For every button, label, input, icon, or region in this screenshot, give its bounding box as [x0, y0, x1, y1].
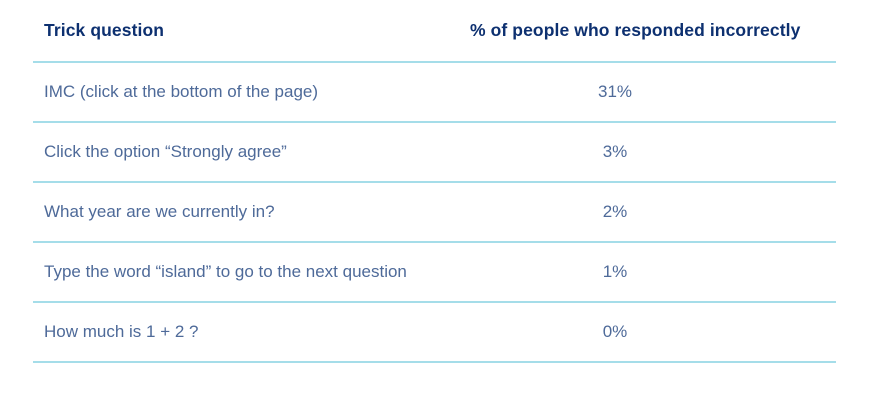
question-cell: Click the option “Strongly agree” — [44, 142, 287, 161]
percent-value: 1% — [602, 262, 628, 281]
table-row: Click the option “Strongly agree” 3% — [33, 123, 836, 183]
question-cell: Type the word “island” to go to the next… — [44, 262, 407, 281]
percent-value: 31% — [597, 82, 633, 101]
table-row: IMC (click at the bottom of the page) 31… — [33, 63, 836, 123]
question-cell: How much is 1 + 2 ? — [44, 322, 199, 341]
table-row: Type the word “island” to go to the next… — [33, 243, 836, 303]
percent-cell: 31% — [470, 82, 836, 102]
table-row: What year are we currently in? 2% — [33, 183, 836, 243]
table-header-row: Trick question % of people who responded… — [33, 0, 836, 63]
percent-cell: 0% — [470, 322, 836, 342]
percent-cell: 2% — [470, 202, 836, 222]
percent-value: 0% — [602, 322, 628, 341]
question-cell: What year are we currently in? — [44, 202, 275, 221]
percent-cell: 1% — [470, 262, 836, 282]
column-header-trick-question: Trick question — [44, 20, 165, 40]
column-header-percent-incorrect: % of people who responded incorrectly — [470, 20, 801, 40]
table-row: How much is 1 + 2 ? 0% — [33, 303, 836, 363]
percent-value: 2% — [602, 202, 628, 221]
percent-cell: 3% — [470, 142, 836, 162]
percent-value: 3% — [602, 142, 628, 161]
trick-question-table: Trick question % of people who responded… — [33, 0, 836, 363]
question-cell: IMC (click at the bottom of the page) — [44, 82, 319, 101]
